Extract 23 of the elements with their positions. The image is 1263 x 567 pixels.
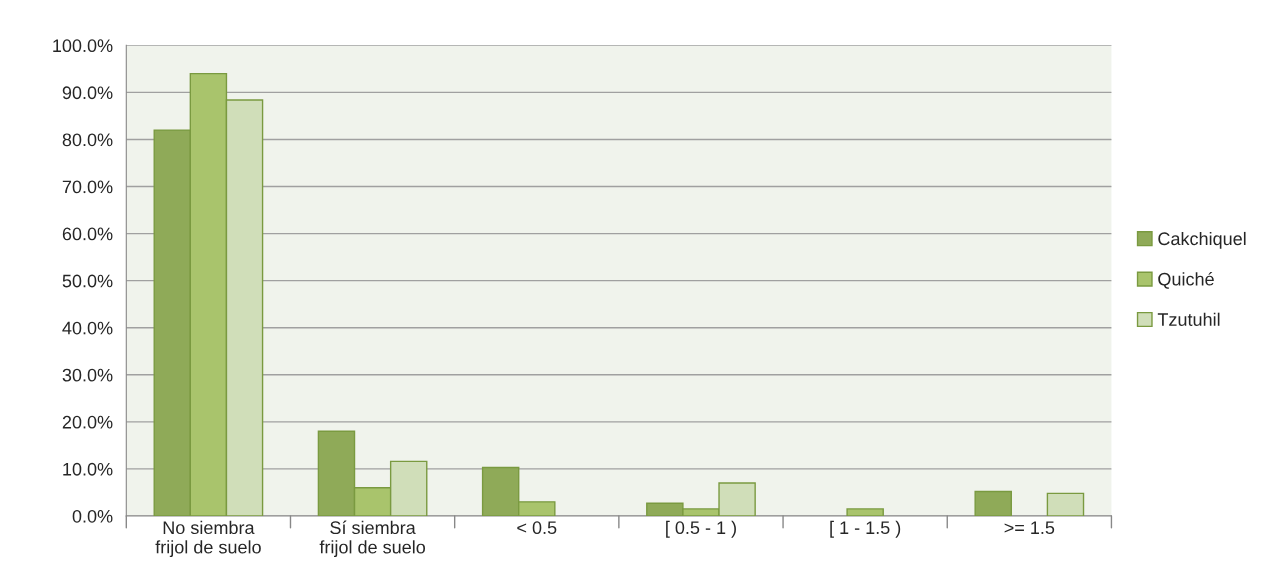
x-tick-label: [ 0.5 - 1 ) [666, 520, 736, 538]
bar [846, 508, 884, 516]
y-tick-label: 10.0% [63, 462, 113, 476]
y-tick-label: 40.0% [62, 321, 113, 335]
x-tick-label: No siembra frijol de suelo [155, 520, 261, 558]
y-tick-label: 100.0% [53, 39, 113, 53]
y-tick-label: 0.0% [72, 509, 113, 523]
legend-label: Quiché [1158, 272, 1214, 289]
y-tick-label: 90.0% [62, 86, 113, 100]
y-tick-label: 50.0% [62, 274, 113, 288]
y-tick-label: 80.0% [62, 133, 113, 147]
x-tick-label: >= 1.5 [1004, 521, 1055, 535]
y-tick-label: 70.0% [62, 180, 113, 194]
y-tick-label: 60.0% [62, 227, 113, 241]
x-tick-label: < 0.5 [517, 521, 557, 535]
x-tick-label: [ 1 - 1.5 ) [830, 520, 901, 538]
x-tick-label: Sí siembra frijol de suelo [319, 520, 426, 558]
legend-label: Tzutuhil [1157, 312, 1220, 326]
legend-label: Cakchiquel [1158, 231, 1246, 249]
bar [974, 490, 1012, 516]
y-tick-label: 20.0% [62, 415, 113, 429]
y-tick-label: 30.0% [62, 368, 113, 382]
bar [1046, 492, 1085, 516]
